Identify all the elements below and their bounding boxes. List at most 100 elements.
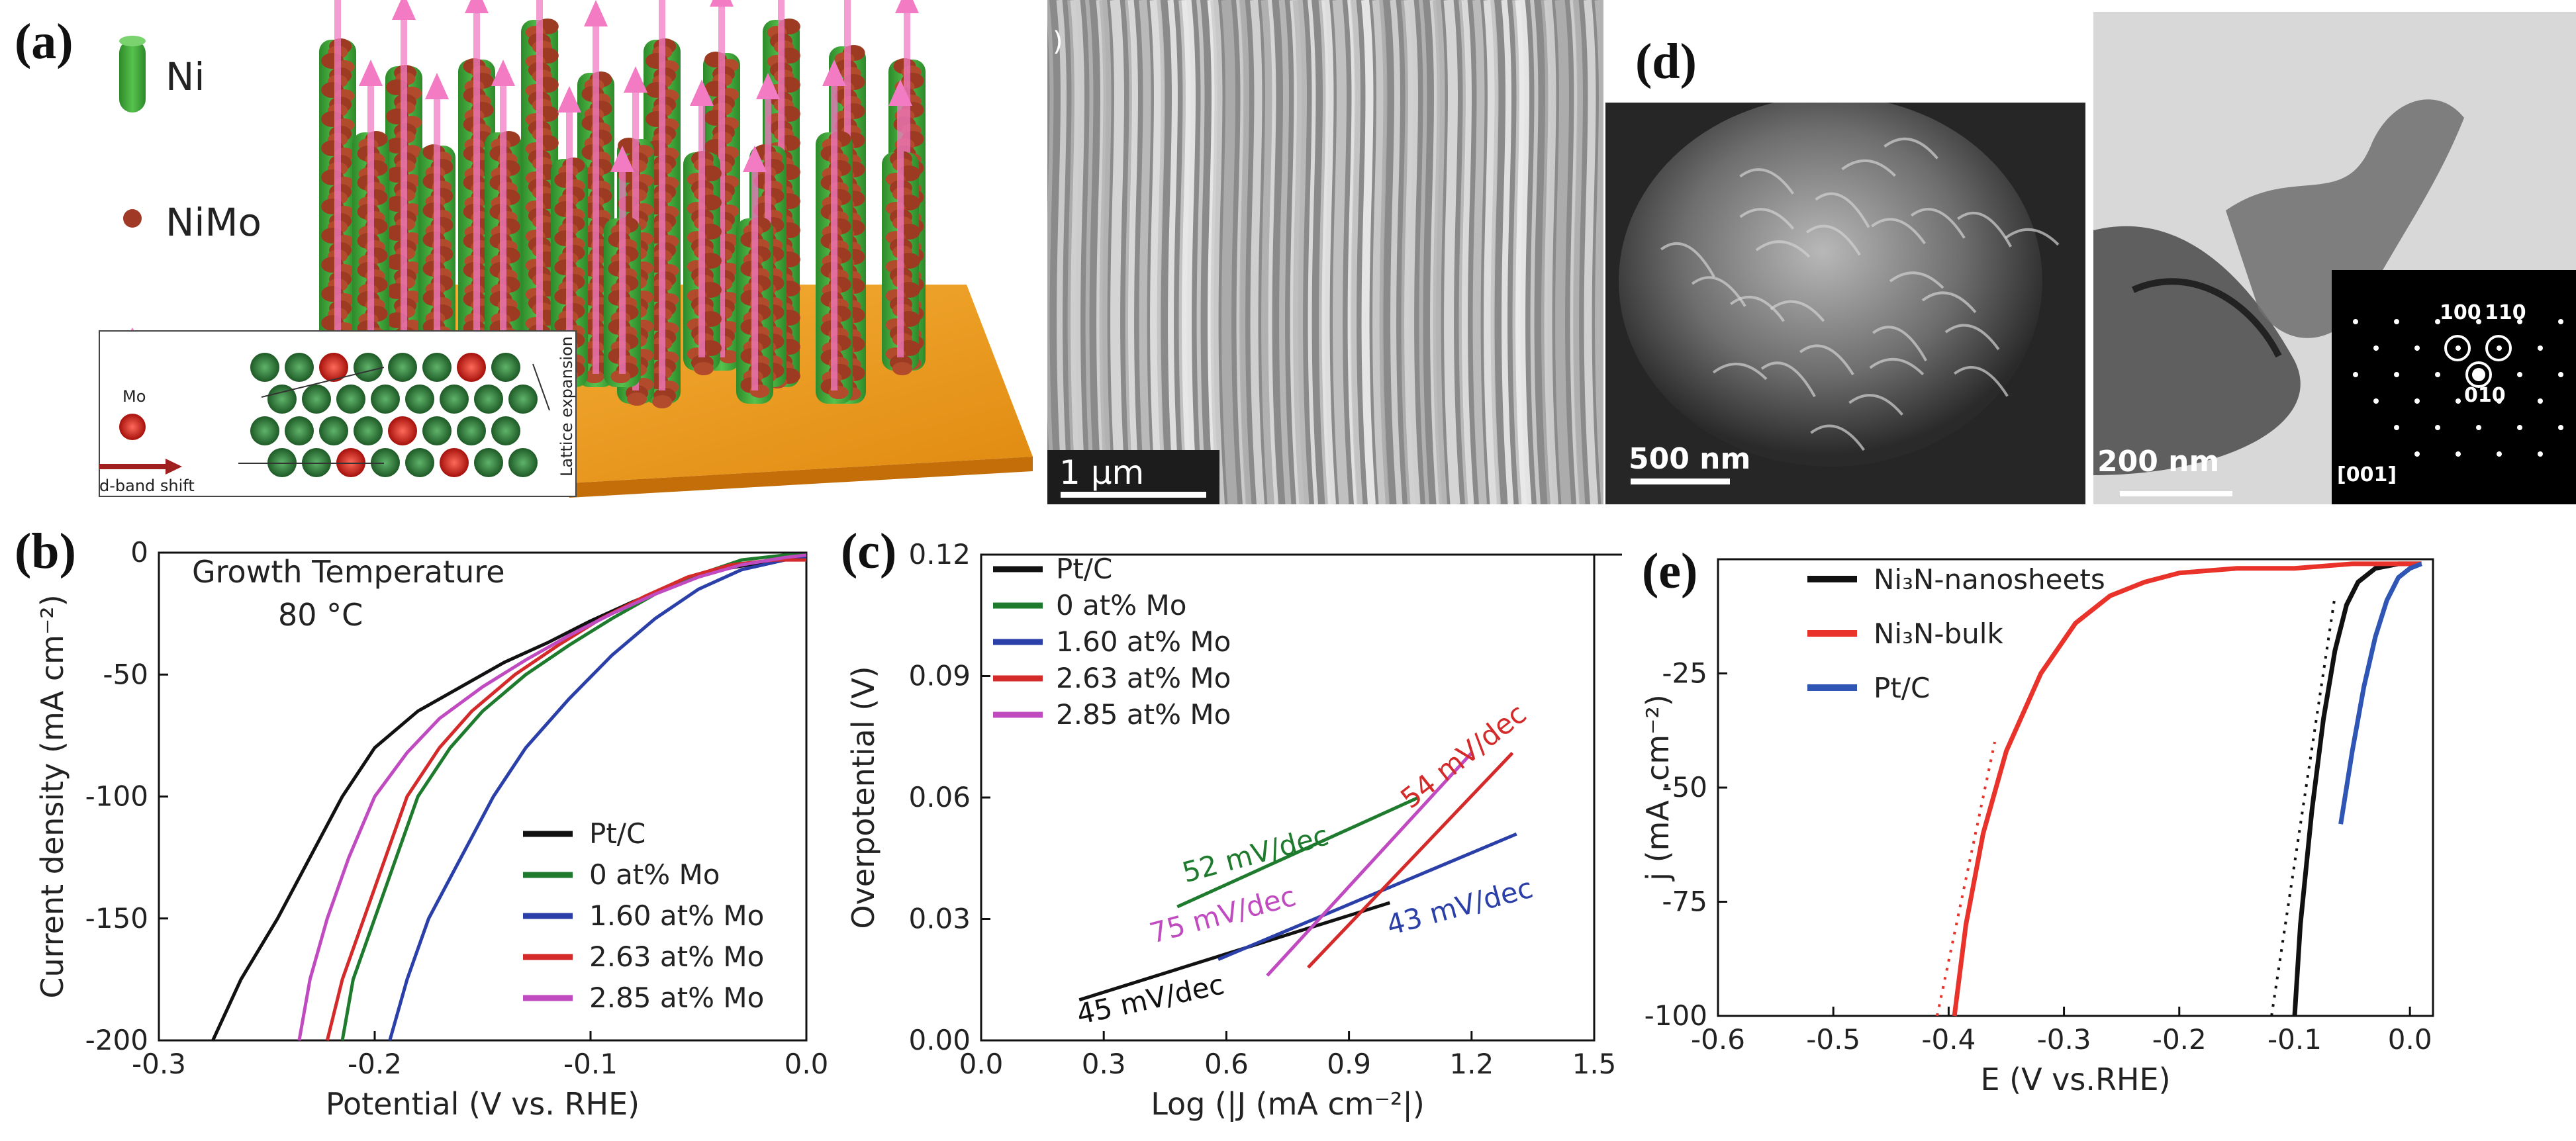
x-tick-label: -0.3 <box>2037 1023 2091 1056</box>
series-line-2 <box>2338 561 2422 825</box>
y-tick-label: -50 <box>1662 771 1707 803</box>
y-axis-label: Current density (mA cm⁻²) <box>34 594 70 998</box>
x-tick-label: -0.1 <box>563 1048 618 1080</box>
y-tick-label: 0 <box>130 536 148 569</box>
lattice-atoms <box>250 353 538 477</box>
series-line-4 <box>1266 752 1473 977</box>
x-tick-label: 0.9 <box>1327 1048 1371 1080</box>
panel-label-b: (b) <box>15 524 76 579</box>
series-line-2 <box>1217 832 1517 962</box>
ni3n-sem-image <box>1605 103 2085 504</box>
tem-200nm-scale-bar <box>2120 491 2232 496</box>
legend-label: 1.60 at% Mo <box>589 899 764 932</box>
x-tick-label: -0.5 <box>1806 1023 1860 1056</box>
x-tick-label: -0.4 <box>1921 1023 1976 1056</box>
nimo-legend-icon <box>123 209 142 228</box>
y-tick-label: -200 <box>85 1024 148 1056</box>
chart-b-polarization: -0.3 -0.2 -0.1 0.0 0 -50 -100 -150 -200 Potential… <box>34 536 829 1122</box>
series-line-0 <box>2292 561 2422 1017</box>
x-tick-label: -0.6 <box>1691 1023 1745 1056</box>
y-tick-label: -150 <box>85 902 148 935</box>
panel-label-c: (c) <box>841 524 897 579</box>
chart-e-polarization: -0.6 -0.5 -0.4 -0.3 -0.2 -0.1 0.0 -25 -50 -75 -100… <box>1640 558 2434 1097</box>
mo-label: Mo <box>122 387 146 406</box>
series-line-1 <box>1952 561 2422 1017</box>
nanowire-schematic <box>99 0 1033 498</box>
saed-inset <box>2332 270 2576 504</box>
d-band-shift-label: d-band shift <box>99 477 195 495</box>
lattice-expansion-label: Lattice expansion <box>557 336 576 477</box>
panel-label-d: (d) <box>1635 34 1697 89</box>
series-line-4 <box>297 553 807 1041</box>
sem-scale-bar <box>1061 492 1206 498</box>
legend-label: Pt/C <box>589 817 645 850</box>
sem-nanowire-image <box>1047 0 1603 504</box>
series-line-2 <box>388 555 807 1041</box>
x-axis-label: Log (|J (mA cm⁻²|) <box>1151 1086 1425 1122</box>
x-tick-label: 0.0 <box>785 1048 829 1080</box>
saed-label-010: 010 <box>2464 384 2506 407</box>
chart-c-tafel: 0.0 0.3 0.6 0.9 1.2 1.5 0.00 0.03 0.06 0.09 0.12 Lo… <box>845 538 1622 1122</box>
annotation-line-1: Growth Temperature <box>192 554 505 590</box>
ni3n-tem-image <box>2093 12 2576 504</box>
y-axis-label: Overpotential (V) <box>845 666 881 929</box>
annotation-line-2: 80 °C <box>278 597 363 633</box>
tem-200nm-label: 200 nm <box>2097 445 2220 479</box>
legend-label: 1.60 at% Mo <box>1056 625 1231 658</box>
panel-label-a: (a) <box>15 14 73 69</box>
series-line-3 <box>325 558 806 1041</box>
legend-label: Ni₃N-nanosheets <box>1874 563 2105 596</box>
y-tick-label: 0.06 <box>908 781 971 813</box>
sem-scale-label: 1 μm <box>1059 453 1145 492</box>
x-tick-label: 0.3 <box>1082 1048 1126 1080</box>
x-tick-label: 1.5 <box>1572 1048 1617 1080</box>
legend-label: 2.85 at% Mo <box>589 981 764 1014</box>
fit-line <box>1936 741 1997 1017</box>
x-axis-label: E (V vs.RHE) <box>1980 1062 2170 1097</box>
x-tick-label: -0.1 <box>2267 1023 2322 1056</box>
y-tick-label: -25 <box>1662 657 1707 690</box>
x-tick-label: 0.6 <box>1204 1048 1249 1080</box>
y-tick-label: 0.12 <box>908 538 971 570</box>
y-tick-label: -75 <box>1662 886 1707 918</box>
saed-label-100: 100 <box>2440 301 2481 324</box>
x-tick-label: -0.2 <box>348 1048 402 1080</box>
panel-label-e: (e) <box>1642 543 1698 599</box>
x-tick-label: 0.0 <box>959 1048 1004 1080</box>
y-tick-label: -100 <box>85 780 148 813</box>
x-tick-label: -0.2 <box>2152 1023 2207 1056</box>
ni-legend-icon <box>119 40 146 113</box>
x-axis-label: Potential (V vs. RHE) <box>326 1086 640 1122</box>
series-line-1 <box>1176 796 1419 909</box>
nanowire-array <box>319 0 926 408</box>
legend-label: 0 at% Mo <box>1056 589 1186 621</box>
legend-label: Ni₃N-bulk <box>1874 617 2003 650</box>
legend-label: 2.63 at% Mo <box>1056 662 1231 694</box>
zone-axis-label: [001] <box>2337 463 2397 486</box>
legend-label: Pt/C <box>1874 672 1930 704</box>
sem-corner-mark: ) <box>1053 26 1063 57</box>
y-tick-label: 0.03 <box>908 903 971 935</box>
legend-label: 0 at% Mo <box>589 858 720 891</box>
y-tick-label: 0.00 <box>908 1024 971 1056</box>
nimo-legend-label: NiMo <box>166 200 262 245</box>
ni-legend-label: Ni <box>166 54 205 99</box>
saed-label-110: 110 <box>2485 301 2526 324</box>
legend-label: Pt/C <box>1056 553 1112 585</box>
mo-atom-icon <box>119 414 146 440</box>
legend-label: 2.63 at% Mo <box>589 940 764 973</box>
series-line-3 <box>1307 751 1514 969</box>
x-tick-label: -0.3 <box>132 1048 186 1080</box>
sem-500nm-label: 500 nm <box>1629 442 1751 476</box>
sem-500nm-scale-bar <box>1631 479 1730 484</box>
fit-line <box>2270 595 2336 1017</box>
y-tick-label: -100 <box>1645 999 1707 1032</box>
saed-pattern <box>2353 319 2563 457</box>
slope-label: 52 mV/dec <box>1179 819 1332 889</box>
y-tick-label: 0.09 <box>908 660 971 692</box>
x-tick-label: 0.0 <box>2388 1023 2432 1056</box>
plot-frame <box>1717 558 2434 1017</box>
y-tick-label: -50 <box>103 658 148 690</box>
d-band-arrow-icon <box>166 459 182 475</box>
legend-label: 2.85 at% Mo <box>1056 698 1231 731</box>
